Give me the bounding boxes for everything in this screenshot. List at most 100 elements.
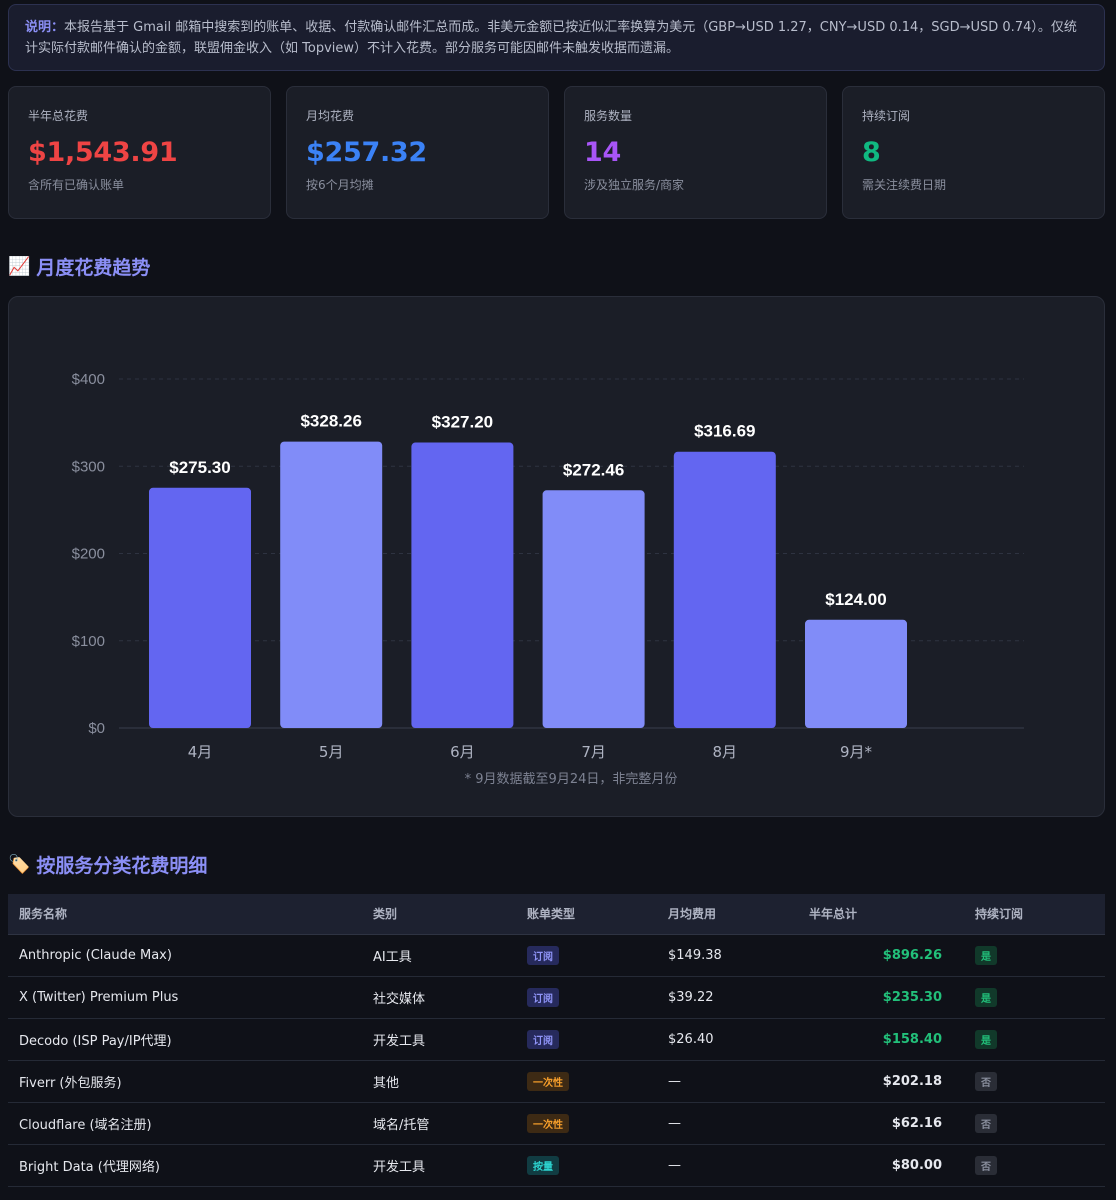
y-tick-label: $100 xyxy=(72,633,105,650)
half-year-total-cell: $896.26 xyxy=(798,934,964,977)
chart-emoji-icon: 📈 xyxy=(8,256,31,277)
bill-type-cell: 订阅 xyxy=(516,976,657,1019)
monthly-cost-cell: — xyxy=(657,1102,798,1145)
col-header-name: 服务名称 xyxy=(19,907,68,922)
report-notice: 说明：本报告基于 Gmail 邮箱中搜索到的账单、收据、付款确认邮件汇总而成。非… xyxy=(8,4,1105,71)
stat-sub: 涉及独立服务/商家 xyxy=(584,178,685,192)
x-tick-label: 5月 xyxy=(319,743,344,761)
recurring-badge: 是 xyxy=(975,945,997,965)
table-row: X (Twitter) Premium Plus 社交媒体 订阅 $39.22 $235… xyxy=(8,976,1105,1019)
recurring-cell: 是 xyxy=(964,934,1105,977)
bill-type-cell: 按量 xyxy=(516,1144,657,1187)
half-year-total-cell: $62.16 xyxy=(798,1102,964,1145)
recurring-cell: 否 xyxy=(964,1102,1105,1145)
half-year-total-cell: $80.00 xyxy=(798,1144,964,1187)
stat-sub: 按6个月均摊 xyxy=(306,178,374,192)
bar-value-label: $272.46 xyxy=(563,460,624,479)
tag-emoji-icon: 🏷️ xyxy=(8,854,31,875)
stat-label: 服务数量 xyxy=(584,109,633,123)
recurring-badge: 否 xyxy=(975,1071,997,1091)
service-name-cell: Anthropic (Claude Max) xyxy=(8,934,362,977)
half-year-total-cell: $235.30 xyxy=(798,976,964,1019)
recurring-cell: 是 xyxy=(964,976,1105,1019)
section-title-detail: 🏷️ 按服务分类花费明细 xyxy=(8,851,207,878)
category-cell: 其他 xyxy=(362,1060,516,1103)
bar-value-label: $124.00 xyxy=(825,590,886,609)
bill-type-badge: 一次性 xyxy=(527,1071,569,1091)
bill-type-badge: 订阅 xyxy=(527,987,559,1007)
stat-sub: 含所有已确认账单 xyxy=(28,178,125,192)
x-tick-label: 4月 xyxy=(188,743,213,761)
stat-card-total: 半年总花费 $1,543.91 含所有已确认账单 xyxy=(8,86,271,219)
col-header-monthly: 月均费用 xyxy=(668,907,717,922)
stat-card-subscriptions: 持续订阅 8 需关注续费日期 xyxy=(842,86,1105,219)
service-name-cell: Decodo (ISP Pay/IP代理) xyxy=(8,1018,362,1061)
stat-label: 半年总花费 xyxy=(28,109,89,123)
monthly-trend-chart: $0 $100 $200 $300 $400 $275.30 4月 $328.26 5月 $327… xyxy=(8,296,1105,817)
category-cell: AI工具 xyxy=(362,934,516,977)
y-tick-label: $0 xyxy=(88,720,105,737)
chart-footnote: * 9月数据截至9月24日，非完整月份 xyxy=(465,772,678,787)
bill-type-cell: 订阅 xyxy=(516,1018,657,1061)
section-title-text: 月度花费趋势 xyxy=(36,257,151,279)
x-tick-label: 9月* xyxy=(840,743,873,761)
category-cell: 开发工具 xyxy=(362,1018,516,1061)
bill-type-badge: 一次性 xyxy=(527,1113,569,1133)
stat-label: 月均花费 xyxy=(306,109,355,123)
table-row: Decodo (ISP Pay/IP代理) 开发工具 订阅 $26.40 $158.40… xyxy=(8,1018,1105,1061)
table-header-row: 服务名称 类别 账单类型 月均费用 半年总计 持续订阅 xyxy=(8,894,1105,934)
bill-type-cell: 一次性 xyxy=(516,1102,657,1145)
recurring-cell: 否 xyxy=(964,1060,1105,1103)
monthly-cost-cell: $39.22 xyxy=(657,976,798,1019)
col-header-recurring: 持续订阅 xyxy=(975,907,1024,922)
bar xyxy=(542,490,645,728)
stat-sub: 需关注续费日期 xyxy=(862,178,947,192)
table-row: Anthropic (Claude Max) AI工具 订阅 $149.38 $896.… xyxy=(8,934,1105,977)
section-title-text: 按服务分类花费明细 xyxy=(36,855,208,877)
col-header-total: 半年总计 xyxy=(809,907,858,922)
y-tick-label: $400 xyxy=(72,371,105,388)
recurring-badge: 是 xyxy=(975,1029,997,1049)
monthly-cost-cell: $149.38 xyxy=(657,934,798,977)
notice-text: 本报告基于 Gmail 邮箱中搜索到的账单、收据、付款确认邮件汇总而成。非美元金… xyxy=(25,20,1077,56)
x-tick-label: 8月 xyxy=(713,743,738,761)
bill-type-badge: 订阅 xyxy=(527,945,559,965)
bar-value-label: $275.30 xyxy=(169,458,230,477)
table-row: Cloudflare (域名注册) 域名/托管 一次性 — $62.16 否 xyxy=(8,1102,1105,1145)
recurring-badge: 是 xyxy=(975,987,997,1007)
category-cell: 开发工具 xyxy=(362,1144,516,1187)
table-row: Bright Data (代理网络) 开发工具 按量 — $80.00 否 xyxy=(8,1144,1105,1187)
bar xyxy=(805,619,907,728)
col-header-category: 类别 xyxy=(373,907,398,922)
x-tick-label: 7月 xyxy=(581,743,606,761)
bill-type-badge: 订阅 xyxy=(527,1029,559,1049)
bar xyxy=(673,451,776,728)
bar-value-label: $327.20 xyxy=(432,413,493,432)
monthly-cost-cell: — xyxy=(657,1144,798,1187)
stat-value: 8 xyxy=(862,137,881,168)
half-year-total-cell: $158.40 xyxy=(798,1018,964,1061)
notice-label: 说明： xyxy=(25,20,65,35)
y-tick-label: $200 xyxy=(72,546,105,563)
bar-value-label: $316.69 xyxy=(694,422,755,441)
stat-value: $257.32 xyxy=(306,137,427,168)
service-name-cell: X (Twitter) Premium Plus xyxy=(8,976,362,1019)
service-name-cell: Bright Data (代理网络) xyxy=(8,1144,362,1187)
service-spend-table: 服务名称 类别 账单类型 月均费用 半年总计 持续订阅 Anthropic (C… xyxy=(8,894,1105,1200)
service-name-cell: Cloudflare (域名注册) xyxy=(8,1102,362,1145)
stat-card-monthly: 月均花费 $257.32 按6个月均摊 xyxy=(286,86,549,219)
monthly-cost-cell: — xyxy=(657,1060,798,1103)
category-cell: 社交媒体 xyxy=(362,976,516,1019)
table-row: Fiverr (外包服务) 其他 一次性 — $202.18 否 xyxy=(8,1060,1105,1103)
half-year-total-cell: $202.18 xyxy=(798,1060,964,1103)
stat-card-services: 服务数量 14 涉及独立服务/商家 xyxy=(564,86,827,219)
stat-value: 14 xyxy=(584,137,621,168)
x-tick-label: 6月 xyxy=(450,743,475,761)
bill-type-cell: 订阅 xyxy=(516,934,657,977)
recurring-badge: 否 xyxy=(975,1155,997,1175)
bar-chart-svg: $0 $100 $200 $300 $400 $275.30 4月 $328.26 5月 $327… xyxy=(72,371,1024,787)
bill-type-cell: 一次性 xyxy=(516,1060,657,1103)
bar xyxy=(411,442,514,728)
y-tick-label: $300 xyxy=(72,458,105,475)
section-title-trend: 📈 月度花费趋势 xyxy=(8,253,150,280)
